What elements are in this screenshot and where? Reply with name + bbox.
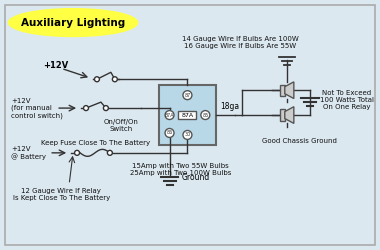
Text: 86: 86 (166, 130, 173, 136)
Text: 14 Gauge Wire If Bulbs Are 100W
16 Gauge Wire If Bulbs Are 55W: 14 Gauge Wire If Bulbs Are 100W 16 Gauge… (182, 36, 299, 49)
Text: 18ga: 18ga (220, 102, 239, 111)
Text: +12V: +12V (43, 61, 68, 70)
Polygon shape (285, 82, 294, 98)
Bar (280, 110, 285, 120)
Circle shape (74, 150, 79, 155)
Circle shape (165, 128, 174, 138)
Text: Auxiliary Lighting: Auxiliary Lighting (21, 18, 125, 28)
Bar (280, 85, 285, 96)
Bar (179, 111, 196, 119)
Text: Not To Exceed
100 Watts Total
On One Relay: Not To Exceed 100 Watts Total On One Rel… (320, 90, 374, 110)
Text: Ground: Ground (182, 173, 210, 182)
Ellipse shape (8, 9, 138, 36)
Text: 12 Gauge Wire If Relay
Is Kept Close To The Battery: 12 Gauge Wire If Relay Is Kept Close To … (13, 188, 110, 201)
Text: 15Amp with Two 55W Bulbs
25Amp with Two 100W Bulbs: 15Amp with Two 55W Bulbs 25Amp with Two … (130, 163, 231, 176)
Circle shape (201, 110, 210, 120)
Text: 87: 87 (184, 93, 190, 98)
Text: +12V
@ Battery: +12V @ Battery (11, 146, 46, 160)
Text: 87A: 87A (181, 112, 193, 117)
Text: Keep Fuse Close To The Battery: Keep Fuse Close To The Battery (41, 140, 150, 146)
Text: 87A: 87A (165, 112, 174, 117)
Circle shape (108, 150, 112, 155)
Circle shape (84, 106, 89, 110)
Text: 85: 85 (202, 112, 209, 117)
Circle shape (183, 130, 192, 140)
Bar (158, 85, 216, 145)
Polygon shape (285, 107, 294, 124)
Circle shape (103, 106, 108, 110)
Circle shape (183, 91, 192, 100)
Circle shape (95, 77, 100, 82)
Text: Good Chassis Ground: Good Chassis Ground (262, 138, 337, 144)
Circle shape (165, 110, 174, 120)
Circle shape (112, 77, 117, 82)
Text: On/Off/On
Switch: On/Off/On Switch (103, 119, 138, 132)
Text: +12V
(for manual
control switch): +12V (for manual control switch) (11, 98, 63, 118)
Text: 30: 30 (184, 132, 190, 138)
